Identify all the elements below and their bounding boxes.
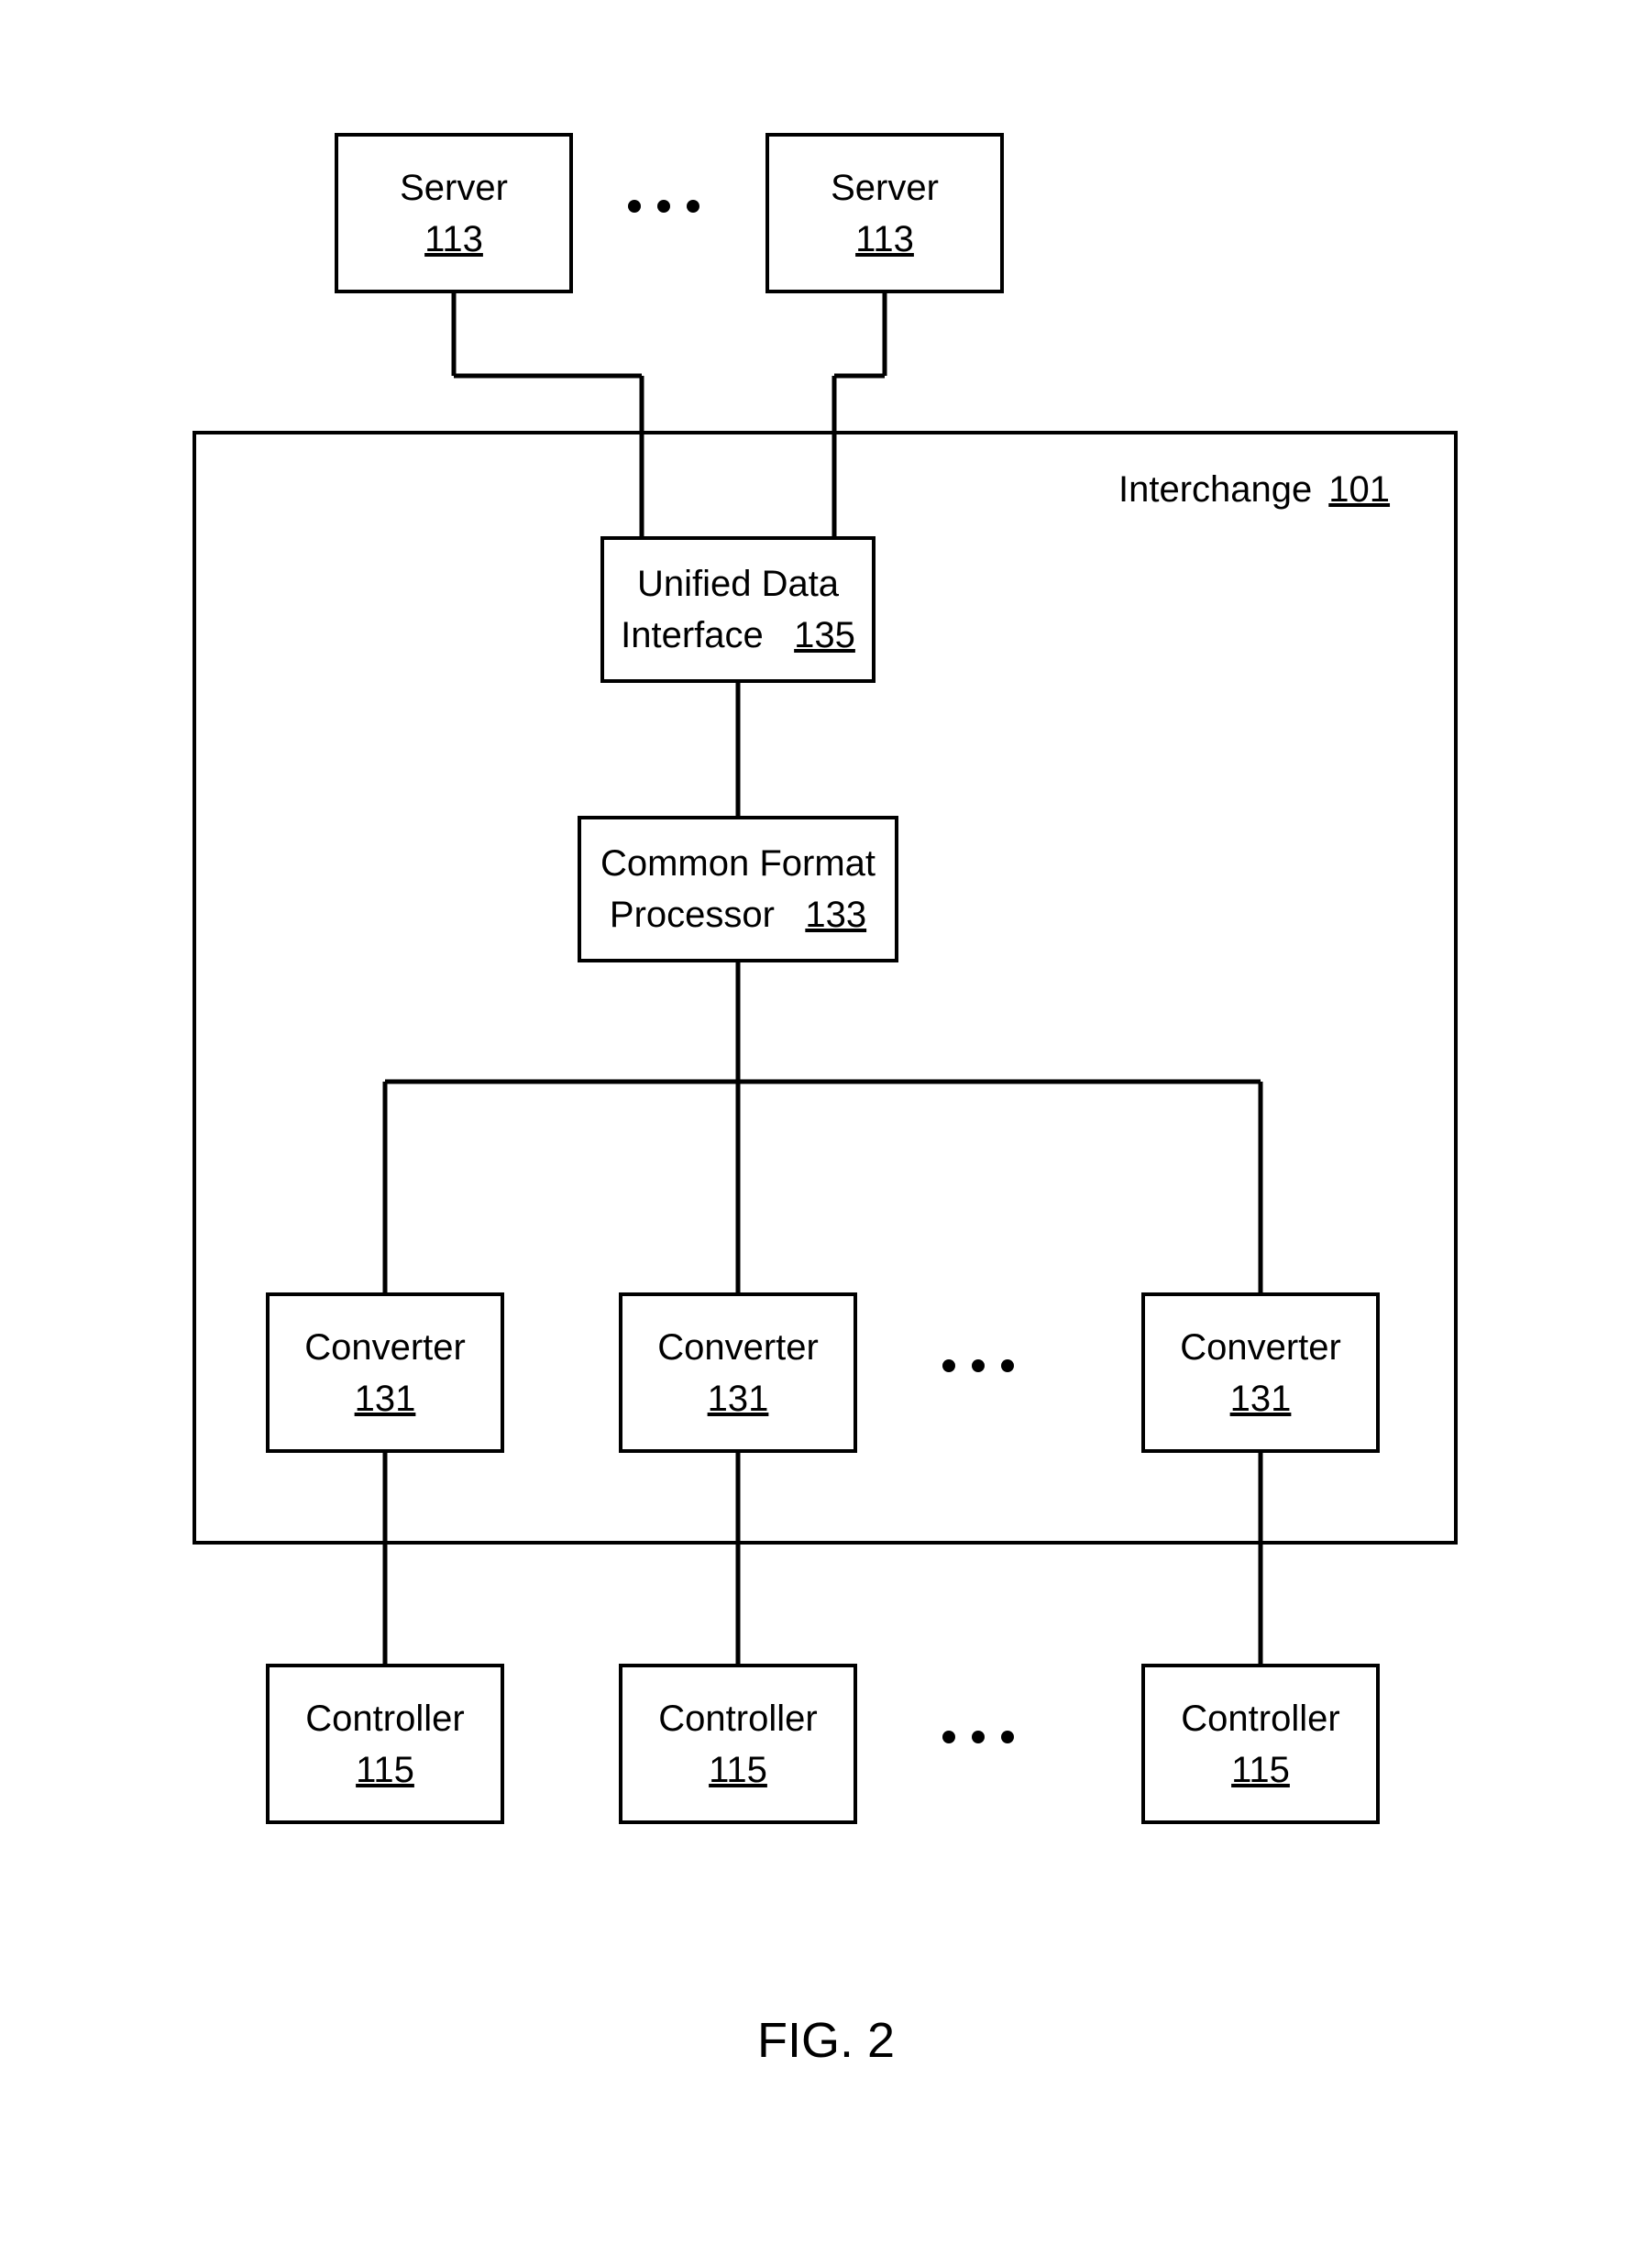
figure-caption-text: FIG. 2 <box>757 2013 895 2068</box>
converter-ref: 131 <box>355 1375 416 1423</box>
converter-label: Converter <box>304 1324 466 1371</box>
controller-label: Controller <box>658 1695 817 1743</box>
server-ref: 113 <box>855 215 914 263</box>
server-box-1: Server 113 <box>335 133 573 293</box>
udi-label-line1: Unified Data <box>637 560 839 608</box>
cfp-ref: 133 <box>805 891 866 939</box>
server-label: Server <box>400 164 508 212</box>
figure-caption: FIG. 2 <box>0 2012 1652 2069</box>
ellipsis-icon <box>628 200 699 213</box>
controller-ref: 115 <box>1231 1746 1290 1794</box>
interchange-ref: 101 <box>1328 469 1390 511</box>
controller-label: Controller <box>305 1695 464 1743</box>
interchange-text: Interchange <box>1118 469 1312 511</box>
controller-box-1: Controller 115 <box>266 1664 504 1824</box>
server-box-2: Server 113 <box>765 133 1004 293</box>
unified-data-interface-box: Unified Data Interface 135 <box>600 536 876 683</box>
ellipsis-icon <box>942 1731 1014 1743</box>
converter-ref: 131 <box>708 1375 769 1423</box>
cfp-label-line1: Common Format <box>600 840 876 887</box>
controller-label: Controller <box>1181 1695 1339 1743</box>
server-label: Server <box>831 164 939 212</box>
interchange-label: Interchange 101 <box>1118 469 1390 511</box>
cfp-label-line2: Processor <box>610 895 775 935</box>
udi-label-line2-wrap: Interface 135 <box>621 608 855 659</box>
ellipsis-icon <box>942 1359 1014 1372</box>
controller-ref: 115 <box>356 1746 414 1794</box>
server-ref: 113 <box>424 215 483 263</box>
common-format-processor-box: Common Format Processor 133 <box>578 816 898 962</box>
diagram-canvas: Server 113 Server 113 Interchange 101 Un… <box>0 0 1652 2254</box>
udi-label-line2: Interface <box>621 615 764 655</box>
controller-box-3: Controller 115 <box>1141 1664 1380 1824</box>
converter-box-1: Converter 131 <box>266 1292 504 1453</box>
controller-box-2: Controller 115 <box>619 1664 857 1824</box>
converter-ref: 131 <box>1230 1375 1292 1423</box>
converter-box-2: Converter 131 <box>619 1292 857 1453</box>
udi-ref: 135 <box>794 611 855 659</box>
converter-box-3: Converter 131 <box>1141 1292 1380 1453</box>
cfp-label-line2-wrap: Processor 133 <box>610 887 866 939</box>
converter-label: Converter <box>657 1324 819 1371</box>
controller-ref: 115 <box>709 1746 767 1794</box>
converter-label: Converter <box>1180 1324 1341 1371</box>
